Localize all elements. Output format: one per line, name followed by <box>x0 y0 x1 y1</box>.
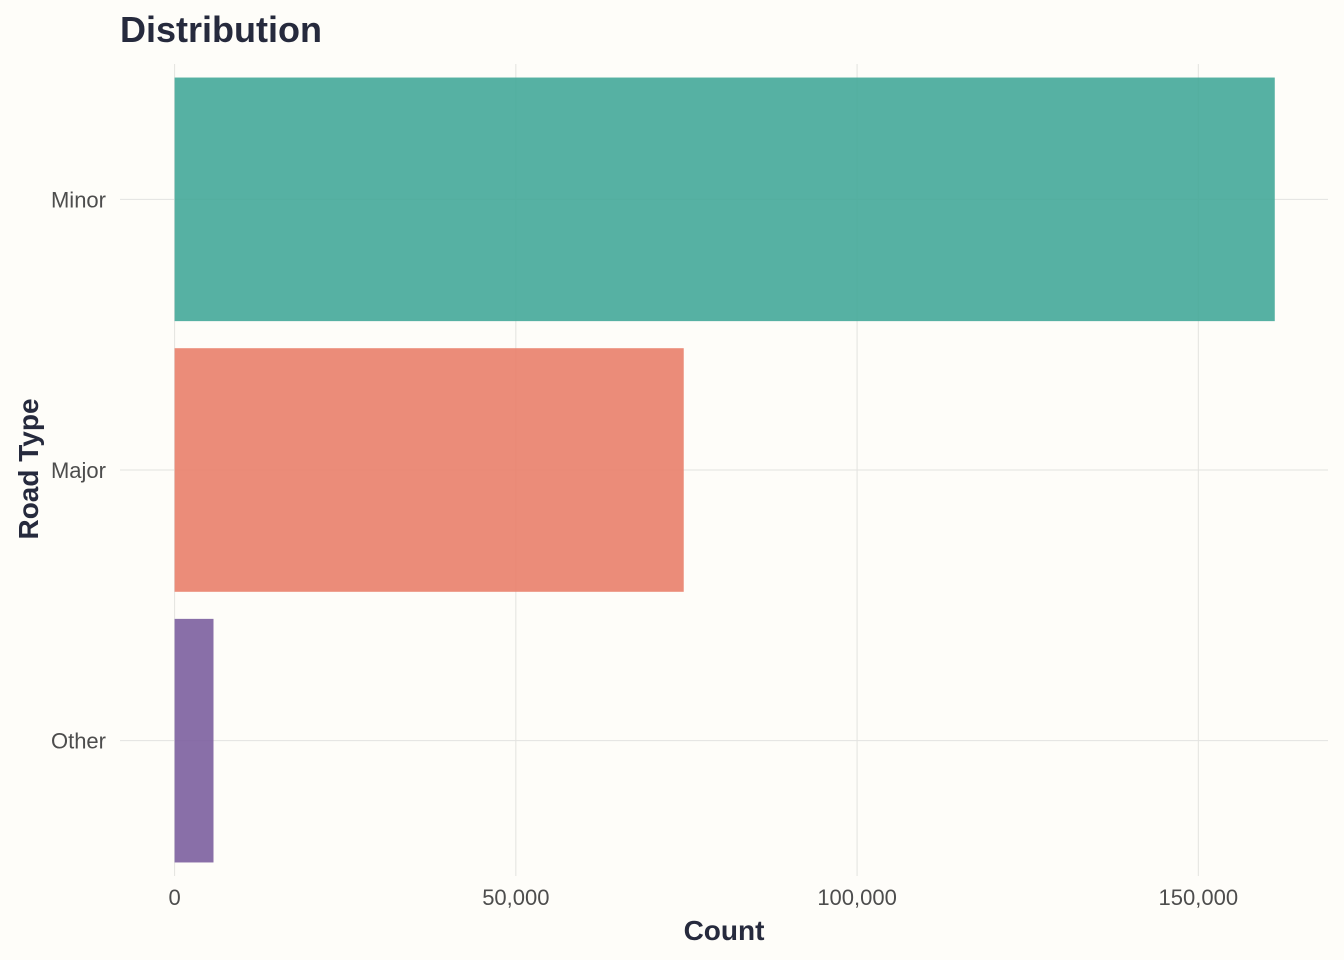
bar-minor <box>174 77 1275 322</box>
y-tick-label-minor: Minor <box>51 187 106 212</box>
x-tick-label: 100,000 <box>817 885 897 910</box>
x-tick-label: 150,000 <box>1159 885 1239 910</box>
y-axis-title: Road Type <box>13 398 44 539</box>
x-axis-title: Count <box>684 915 765 946</box>
bar-layer <box>174 77 1275 863</box>
y-tick-label-major: Major <box>51 458 106 483</box>
y-tick-label-other: Other <box>51 729 106 754</box>
x-tick-label: 0 <box>168 885 180 910</box>
bar-other <box>174 618 214 863</box>
tick-layer: 0 50,000 100,000 150,000 Minor Major Other <box>51 187 1238 910</box>
bar-major <box>174 348 684 592</box>
x-tick-label: 50,000 <box>482 885 549 910</box>
chart-title: Distribution <box>120 9 322 50</box>
